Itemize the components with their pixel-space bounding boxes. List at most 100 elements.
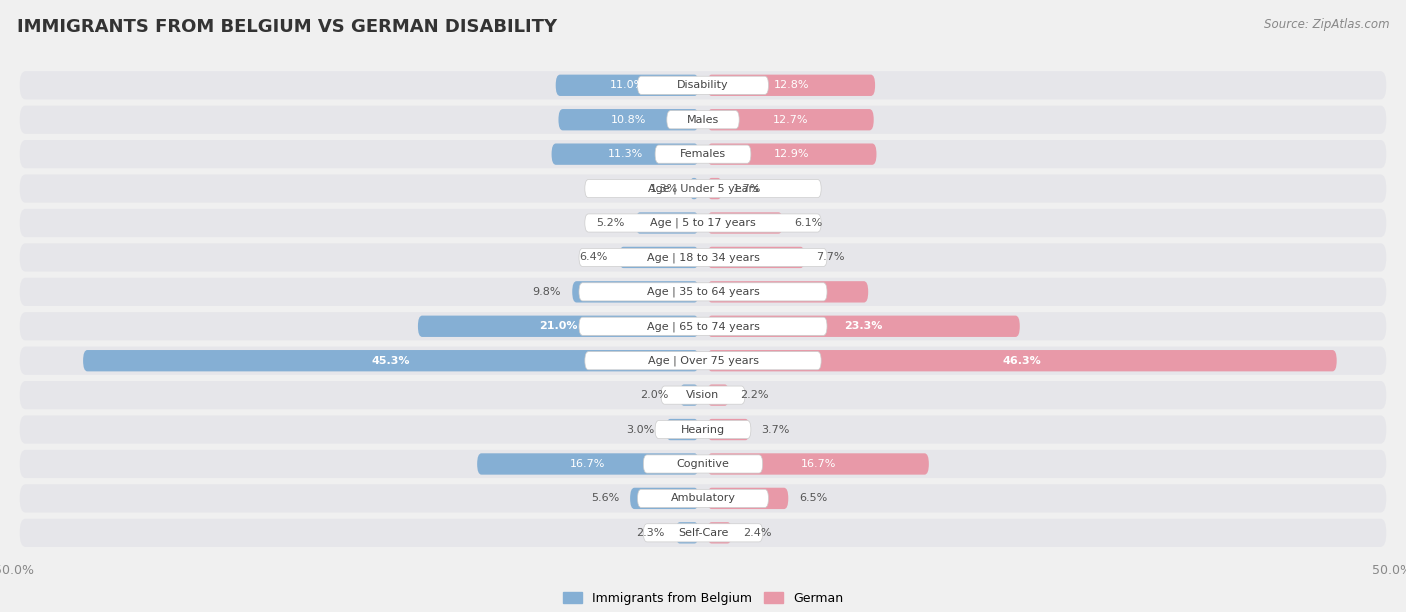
- FancyBboxPatch shape: [20, 416, 1386, 444]
- FancyBboxPatch shape: [619, 247, 699, 268]
- FancyBboxPatch shape: [707, 143, 876, 165]
- Text: Self-Care: Self-Care: [678, 528, 728, 538]
- FancyBboxPatch shape: [637, 76, 769, 94]
- FancyBboxPatch shape: [707, 350, 1337, 371]
- Text: 2.3%: 2.3%: [636, 528, 665, 538]
- Text: Disability: Disability: [678, 80, 728, 91]
- FancyBboxPatch shape: [707, 488, 789, 509]
- FancyBboxPatch shape: [579, 283, 827, 301]
- FancyBboxPatch shape: [707, 522, 731, 543]
- Text: Hearing: Hearing: [681, 425, 725, 435]
- FancyBboxPatch shape: [579, 317, 827, 335]
- FancyBboxPatch shape: [558, 109, 699, 130]
- Text: Cognitive: Cognitive: [676, 459, 730, 469]
- Text: 12.9%: 12.9%: [775, 149, 810, 159]
- Text: 12.7%: 12.7%: [773, 114, 808, 125]
- Text: 23.3%: 23.3%: [845, 321, 883, 331]
- FancyBboxPatch shape: [20, 278, 1386, 306]
- FancyBboxPatch shape: [20, 140, 1386, 168]
- Text: Males: Males: [688, 114, 718, 125]
- Text: 5.2%: 5.2%: [596, 218, 624, 228]
- FancyBboxPatch shape: [20, 244, 1386, 272]
- FancyBboxPatch shape: [644, 455, 762, 473]
- Text: 6.5%: 6.5%: [800, 493, 828, 504]
- Text: 11.3%: 11.3%: [607, 149, 643, 159]
- Text: 12.8%: 12.8%: [773, 80, 808, 91]
- FancyBboxPatch shape: [707, 419, 749, 440]
- Text: Age | 18 to 34 years: Age | 18 to 34 years: [647, 252, 759, 263]
- FancyBboxPatch shape: [666, 419, 699, 440]
- Text: Source: ZipAtlas.com: Source: ZipAtlas.com: [1264, 18, 1389, 31]
- Text: 45.3%: 45.3%: [371, 356, 411, 366]
- FancyBboxPatch shape: [707, 75, 875, 96]
- Text: 1.3%: 1.3%: [650, 184, 678, 193]
- FancyBboxPatch shape: [637, 490, 769, 507]
- FancyBboxPatch shape: [585, 179, 821, 198]
- Text: 21.0%: 21.0%: [538, 321, 578, 331]
- FancyBboxPatch shape: [707, 109, 873, 130]
- Text: 2.0%: 2.0%: [640, 390, 669, 400]
- Text: Vision: Vision: [686, 390, 720, 400]
- FancyBboxPatch shape: [572, 281, 699, 302]
- FancyBboxPatch shape: [579, 248, 827, 266]
- FancyBboxPatch shape: [20, 484, 1386, 512]
- Text: 6.4%: 6.4%: [579, 252, 607, 263]
- Text: 7.7%: 7.7%: [815, 252, 845, 263]
- FancyBboxPatch shape: [707, 384, 730, 406]
- FancyBboxPatch shape: [20, 209, 1386, 237]
- Text: Ambulatory: Ambulatory: [671, 493, 735, 504]
- FancyBboxPatch shape: [655, 145, 751, 163]
- Text: Age | Under 5 years: Age | Under 5 years: [648, 184, 758, 194]
- Text: 11.0%: 11.0%: [610, 80, 645, 91]
- Text: Females: Females: [681, 149, 725, 159]
- FancyBboxPatch shape: [666, 111, 740, 129]
- Text: 3.7%: 3.7%: [761, 425, 789, 435]
- Legend: Immigrants from Belgium, German: Immigrants from Belgium, German: [558, 587, 848, 610]
- Text: 9.8%: 9.8%: [533, 287, 561, 297]
- FancyBboxPatch shape: [644, 524, 762, 542]
- FancyBboxPatch shape: [707, 281, 869, 302]
- FancyBboxPatch shape: [707, 453, 929, 475]
- Text: 16.7%: 16.7%: [571, 459, 606, 469]
- FancyBboxPatch shape: [20, 106, 1386, 134]
- FancyBboxPatch shape: [20, 71, 1386, 99]
- FancyBboxPatch shape: [20, 312, 1386, 340]
- FancyBboxPatch shape: [707, 316, 1019, 337]
- FancyBboxPatch shape: [83, 350, 699, 371]
- Text: 16.7%: 16.7%: [800, 459, 835, 469]
- Text: Age | Over 75 years: Age | Over 75 years: [648, 356, 758, 366]
- Text: IMMIGRANTS FROM BELGIUM VS GERMAN DISABILITY: IMMIGRANTS FROM BELGIUM VS GERMAN DISABI…: [17, 18, 557, 36]
- FancyBboxPatch shape: [707, 247, 804, 268]
- FancyBboxPatch shape: [675, 522, 699, 543]
- FancyBboxPatch shape: [585, 214, 821, 232]
- FancyBboxPatch shape: [689, 178, 699, 200]
- Text: 10.8%: 10.8%: [610, 114, 647, 125]
- FancyBboxPatch shape: [551, 143, 699, 165]
- Text: 46.3%: 46.3%: [1002, 356, 1042, 366]
- FancyBboxPatch shape: [555, 75, 699, 96]
- Text: Age | 65 to 74 years: Age | 65 to 74 years: [647, 321, 759, 332]
- Text: 2.4%: 2.4%: [742, 528, 772, 538]
- FancyBboxPatch shape: [20, 346, 1386, 375]
- Text: 1.7%: 1.7%: [734, 184, 762, 193]
- FancyBboxPatch shape: [585, 352, 821, 370]
- FancyBboxPatch shape: [20, 519, 1386, 547]
- FancyBboxPatch shape: [20, 450, 1386, 478]
- FancyBboxPatch shape: [20, 174, 1386, 203]
- FancyBboxPatch shape: [655, 420, 751, 439]
- FancyBboxPatch shape: [661, 386, 745, 404]
- Text: 2.2%: 2.2%: [740, 390, 769, 400]
- Text: 12.3%: 12.3%: [770, 287, 806, 297]
- Text: Age | 5 to 17 years: Age | 5 to 17 years: [650, 218, 756, 228]
- FancyBboxPatch shape: [636, 212, 699, 234]
- Text: 6.1%: 6.1%: [794, 218, 823, 228]
- FancyBboxPatch shape: [707, 178, 723, 200]
- Text: Age | 35 to 64 years: Age | 35 to 64 years: [647, 286, 759, 297]
- FancyBboxPatch shape: [630, 488, 699, 509]
- FancyBboxPatch shape: [418, 316, 699, 337]
- FancyBboxPatch shape: [707, 212, 783, 234]
- FancyBboxPatch shape: [477, 453, 699, 475]
- Text: 3.0%: 3.0%: [627, 425, 655, 435]
- Text: 5.6%: 5.6%: [591, 493, 619, 504]
- FancyBboxPatch shape: [679, 384, 699, 406]
